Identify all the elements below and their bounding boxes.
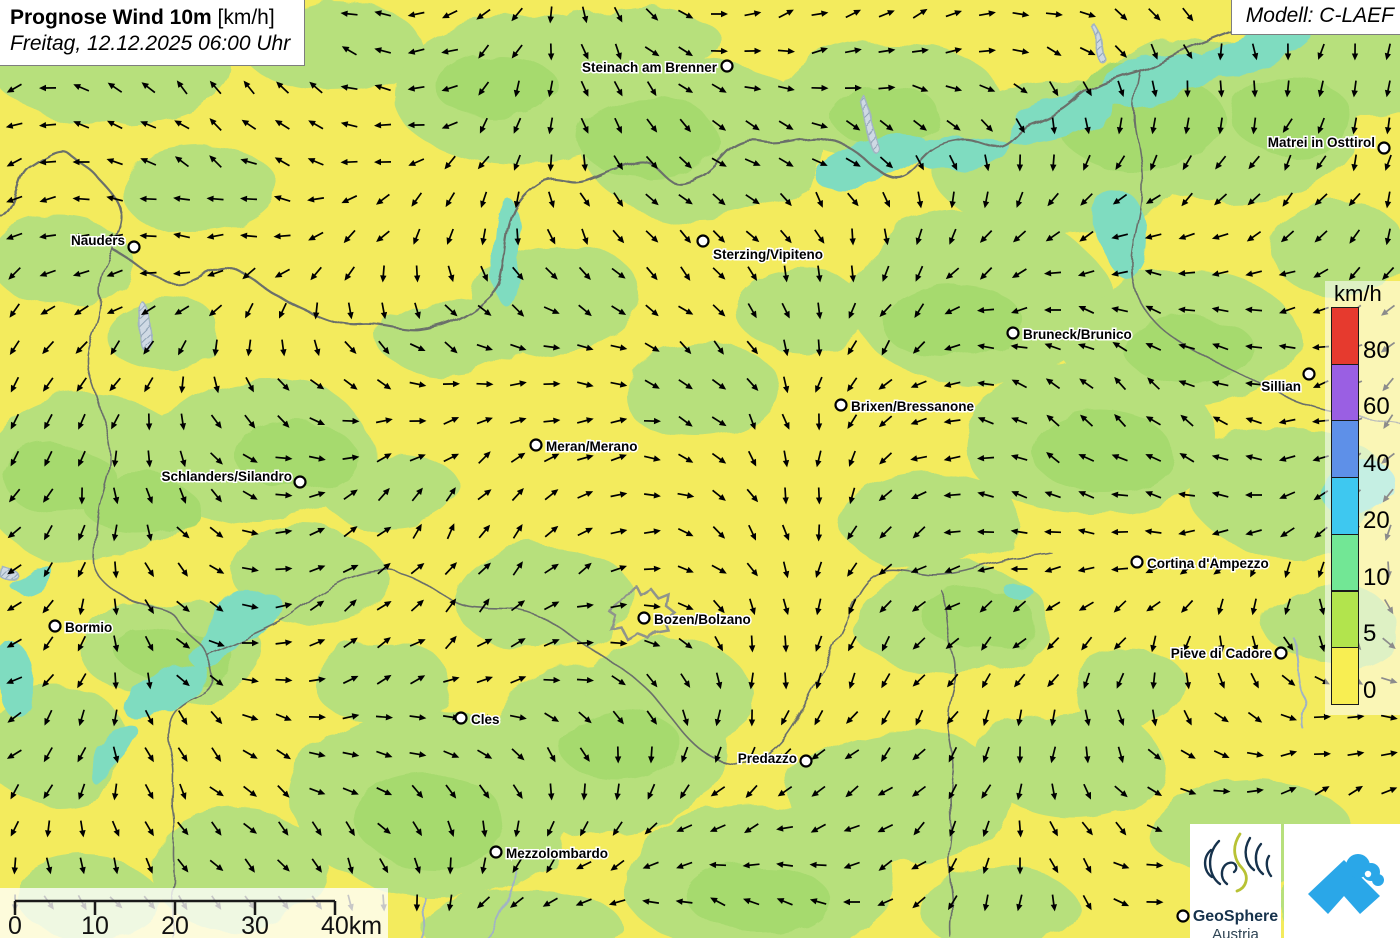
city-label: Pieve di Cadore (1171, 646, 1273, 661)
geosphere-logo-icon (1203, 832, 1273, 893)
city-label: Bruneck/Brunico (1023, 327, 1132, 342)
city-label: Nauders (71, 233, 125, 248)
city-marker (454, 711, 468, 725)
partner-logo-box (1284, 824, 1400, 938)
city-label: Matrei in Osttirol (1268, 135, 1375, 150)
city-marker (1274, 646, 1288, 660)
scale-bar-label: 20 (161, 912, 189, 938)
title-box: Prognose Wind 10m [km/h] Freitag, 12.12.… (0, 0, 306, 66)
city-label: Sillian (1261, 379, 1301, 394)
city-marker (1176, 909, 1190, 923)
product-title: Prognose Wind 10m [km/h] (10, 5, 290, 31)
city-marker (1130, 555, 1144, 569)
product-title-bold: Prognose Wind 10m (10, 6, 212, 29)
city-label: Mezzolombardo (506, 846, 608, 861)
city-label: Brixen/Bressanone (851, 399, 975, 414)
city-label: Sterzing/Vipiteno (713, 247, 823, 262)
legend-color-step (1331, 477, 1359, 535)
city-marker (489, 845, 503, 859)
city-label: Bormio (65, 620, 112, 635)
legend-value-label: 0 (1363, 676, 1377, 704)
legend-value-label: 5 (1363, 620, 1377, 648)
legend-value-label: 20 (1363, 506, 1390, 534)
city-label: Predazzo (738, 751, 797, 766)
product-title-unit: [km/h] (211, 6, 275, 29)
city-marker (1377, 141, 1391, 155)
legend-color-step (1331, 533, 1359, 592)
legend-color-step (1331, 363, 1359, 422)
city-marker (127, 240, 141, 254)
legend-color-step (1331, 590, 1359, 649)
legend-value-label: 80 (1363, 336, 1390, 364)
city-marker (1006, 326, 1020, 340)
city-marker (696, 234, 710, 248)
mountain-cloud-logo-icon (1308, 854, 1384, 914)
geosphere-wordmark: GeoSphere (1192, 908, 1279, 925)
wind-arrow-shafts (10, 6, 1396, 907)
map-scale-bar: 0 10 20 30 40km (0, 888, 388, 938)
geosphere-country: Austria (1212, 926, 1259, 938)
legend-value-label: 10 (1363, 563, 1390, 591)
city-marker (48, 619, 62, 633)
city-labels-layer: Steinach am Brenner Nauders Sterzing/Vipit… (48, 59, 1391, 923)
city-label: Cles (471, 712, 500, 727)
city-marker (1302, 367, 1316, 381)
legend-unit-label: km/h (1334, 281, 1382, 306)
wind-arrow-heads (5, 8, 1398, 912)
scale-bar-label: 40km (321, 912, 382, 938)
model-label: Modell: C-LAEF (1245, 4, 1394, 27)
city-marker (720, 59, 734, 73)
city-marker (834, 398, 848, 412)
city-marker (637, 611, 651, 625)
city-label: Bozen/Bolzano (654, 612, 751, 627)
geosphere-logo-box: GeoSphere Austria (1190, 824, 1281, 938)
city-label: Cortina d'Ampezzo (1147, 556, 1269, 571)
wind-speed-legend: km/h 80 60 40 20 10 5 0 (1325, 281, 1400, 715)
city-label: Meran/Merano (546, 439, 638, 454)
legend-value-label: 60 (1363, 393, 1390, 421)
city-marker (799, 754, 813, 768)
legend-color-step (1331, 647, 1359, 705)
model-label-box: Modell: C-LAEF (1230, 0, 1400, 35)
valid-datetime: Freitag, 12.12.2025 06:00 Uhr (10, 32, 291, 56)
scale-bar-label: 30 (241, 912, 269, 938)
scale-bar-label: 10 (81, 912, 109, 938)
city-label: Steinach am Brenner (582, 60, 718, 75)
legend-color-step (1331, 420, 1359, 479)
city-label: Schlanders/Silandro (161, 469, 292, 484)
scale-bar-graphic: 0 10 20 30 40km (8, 899, 382, 938)
legend-value-label: 40 (1363, 450, 1390, 478)
wind-arrows-layer (5, 6, 1398, 912)
city-marker (293, 475, 307, 489)
city-marker (529, 438, 543, 452)
scale-bar-label: 0 (8, 912, 22, 938)
legend-color-step (1331, 307, 1359, 365)
